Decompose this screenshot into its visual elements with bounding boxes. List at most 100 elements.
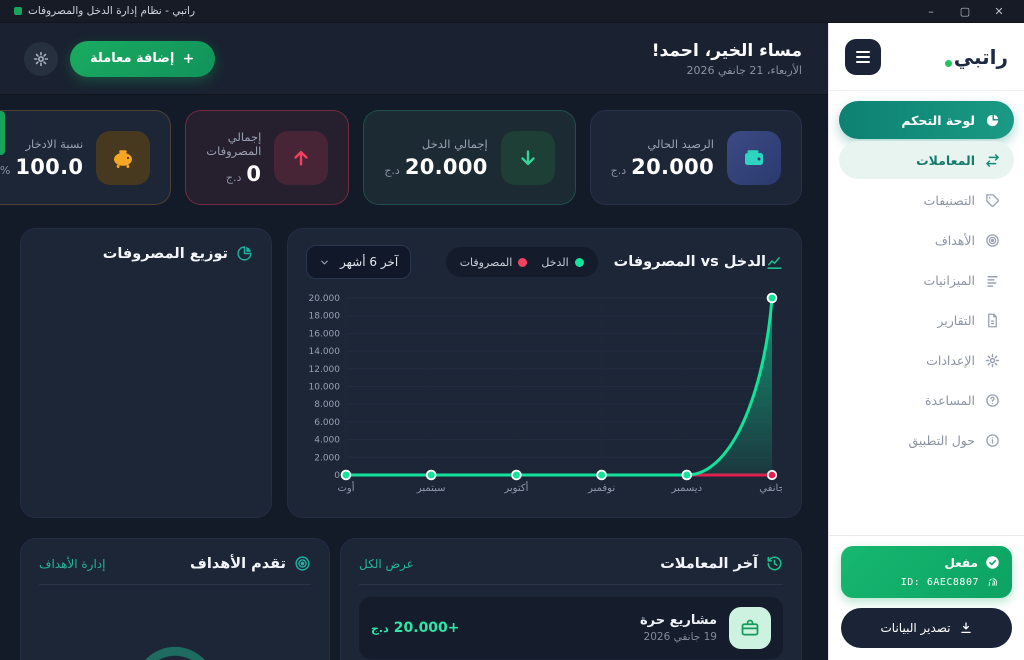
transactions-title: آخر المعاملات: [660, 555, 758, 572]
greeting-text: مساء الخير، احمد!: [651, 40, 802, 61]
income-point: [681, 469, 693, 481]
app-logo-icon: [14, 7, 22, 15]
expense-distribution-card: توزيع المصروفات: [20, 228, 272, 518]
check-circle-icon: [986, 556, 999, 569]
stat-value: 20.000: [404, 154, 488, 179]
stat-value: 20.000: [631, 154, 714, 179]
income-point: [340, 469, 352, 481]
transaction-row[interactable]: مشاريع حرة 19 جانفي 2026 +20.000 د.ج: [359, 597, 783, 659]
y-axis-tick: 14.000: [309, 347, 341, 357]
transaction-amount: +20.000 د.ج: [371, 620, 460, 636]
income-point: [425, 469, 437, 481]
download-icon: [960, 622, 971, 634]
sidebar-nav: لوحة التحكم المعاملات التصنيفات: [829, 91, 1024, 459]
plus-icon: [184, 53, 194, 64]
stat-unit: د.ج: [225, 170, 242, 184]
divider: [359, 584, 783, 585]
maximize-button[interactable]: ▢: [959, 4, 971, 18]
chart-svg: 0 2.000 4.000 6.000 8.000 10.000 12.000 14.000 1…: [309, 292, 785, 494]
target-icon: [295, 556, 310, 571]
sidebar-item-help[interactable]: المساعدة: [839, 381, 1014, 419]
license-id: ID: 6AEC8807: [900, 576, 979, 588]
page-header: إضافة معاملة مساء الخير، احمد! الأربعاء،…: [0, 23, 828, 95]
income-dot-icon: [574, 257, 584, 267]
logo-dot-icon: [944, 59, 952, 67]
sidebar-item-reports[interactable]: التقارير: [839, 301, 1014, 339]
hamburger-icon: [856, 50, 870, 53]
income-point: [766, 292, 778, 304]
chart-title: الدخل vs المصروفات: [613, 254, 766, 270]
menu-toggle-button[interactable]: [845, 38, 881, 75]
info-icon: [986, 433, 999, 447]
fingerprint-icon: [988, 578, 997, 587]
y-axis-tick: 12.000: [309, 365, 341, 375]
target-icon: [986, 233, 999, 247]
window-title: راتبي - نظام إدارة الدخل والمصروفات: [28, 5, 196, 17]
settings-quick-button[interactable]: [24, 41, 58, 76]
legend-income: الدخل: [541, 256, 584, 269]
sidebar-item-about[interactable]: حول التطبيق: [839, 421, 1014, 459]
pie-chart-icon: [237, 246, 252, 261]
y-axis-tick: 18.000: [309, 312, 341, 322]
range-dropdown-value: آخر 6 أشهر: [340, 255, 399, 269]
add-transaction-button[interactable]: إضافة معاملة: [70, 40, 216, 77]
chevron-down-icon: [321, 260, 328, 264]
window-titlebar: راتبي - نظام إدارة الدخل والمصروفات – ▢ …: [0, 0, 1024, 23]
stat-card-expenses: إجمالي المصروفات 0 د.ج: [185, 110, 350, 205]
income-point: [511, 469, 522, 481]
stat-label: إجمالي الدخل: [421, 136, 488, 151]
y-axis-tick: 8.000: [314, 400, 340, 410]
stat-card-savings-rate: نسبة الادخار 100.0 %: [0, 110, 172, 205]
minimize-button[interactable]: –: [928, 4, 934, 18]
sidebar-item-settings[interactable]: الإعدادات: [839, 341, 1014, 379]
license-badge: مفعل ID: 6AEC8807: [841, 546, 1012, 598]
x-axis-tick: سبتمبر: [416, 483, 446, 494]
y-axis-tick: 20.000: [309, 294, 341, 304]
x-axis-tick: أوت: [337, 481, 354, 494]
y-axis-tick: 6.000: [314, 418, 340, 428]
export-data-button[interactable]: تصدير البيانات: [841, 608, 1012, 648]
stat-card-income: إجمالي الدخل 20.000 د.ج: [363, 110, 576, 205]
wallet-icon: [745, 149, 763, 165]
stat-unit: د.ج: [610, 163, 627, 177]
chart-legend: الدخل المصروفات: [445, 247, 598, 277]
add-transaction-label: إضافة معاملة: [90, 51, 175, 66]
piggy-bank-icon: [114, 149, 133, 168]
y-axis-tick: 10.000: [309, 383, 341, 393]
divider: [39, 584, 311, 585]
license-status: مفعل: [944, 555, 978, 570]
latest-transactions-card: آخر المعاملات عرض الكل مشاريع حرة: [340, 538, 802, 660]
arrow-up-icon: [294, 150, 309, 166]
close-button[interactable]: ✕: [994, 4, 1004, 18]
x-axis-tick: ديسمبر: [671, 483, 702, 494]
distribution-title: توزيع المصروفات: [102, 245, 228, 262]
sidebar: راتبي لوحة التحكم: [828, 23, 1024, 660]
gear-icon: [985, 353, 1000, 367]
expenses-dot-icon: [518, 257, 528, 267]
stat-unit: د.ج: [384, 163, 400, 177]
legend-expenses: المصروفات: [460, 256, 528, 269]
stats-row: الرصيد الحالي 20.000 د.ج إجمالي: [0, 110, 802, 205]
view-all-link[interactable]: عرض الكل: [359, 556, 414, 571]
y-axis-tick: 0: [334, 471, 340, 481]
help-icon: [986, 393, 999, 407]
history-icon: [767, 556, 782, 571]
main-area: إضافة معاملة مساء الخير، احمد! الأربعاء،…: [0, 23, 828, 660]
sidebar-item-dashboard[interactable]: لوحة التحكم: [839, 101, 1014, 139]
y-axis-tick: 2.000: [314, 453, 340, 463]
sidebar-item-goals[interactable]: الأهداف: [839, 221, 1014, 259]
pie-chart-icon: [986, 114, 999, 126]
goals-title: تقدم الأهداف: [190, 555, 286, 572]
range-dropdown[interactable]: آخر 6 أشهر: [306, 245, 412, 279]
stat-label: الرصيد الحالي: [647, 136, 714, 151]
vertical-scrollbar[interactable]: [0, 111, 5, 155]
document-icon: [988, 313, 997, 327]
briefcase-icon: [741, 619, 759, 636]
manage-goals-link[interactable]: إدارة الأهداف: [39, 556, 106, 571]
income-line: [344, 296, 774, 477]
stat-unit: %: [0, 163, 11, 177]
sidebar-item-categories[interactable]: التصنيفات: [839, 181, 1014, 219]
sidebar-item-transactions[interactable]: المعاملات: [839, 141, 1014, 179]
line-chart-icon: [767, 256, 782, 269]
sidebar-item-budgets[interactable]: الميزانيات: [839, 261, 1014, 299]
